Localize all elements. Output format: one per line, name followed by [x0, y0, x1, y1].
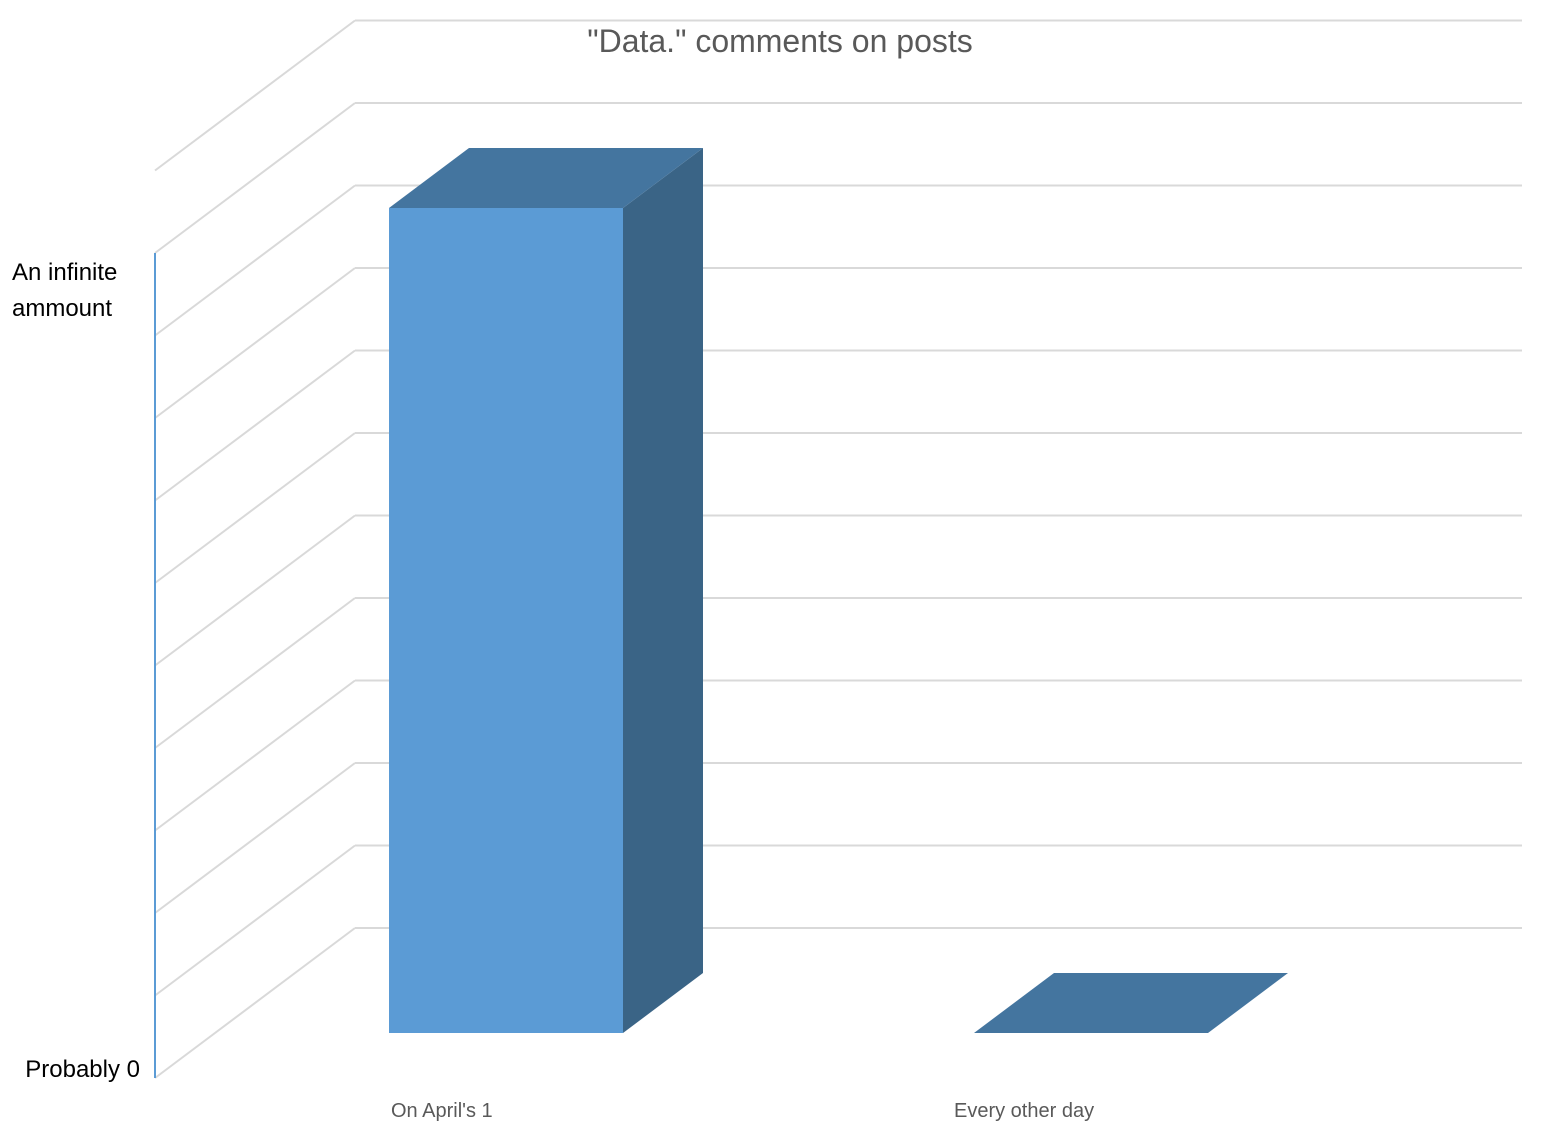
gridline-wall: [154, 349, 356, 502]
gridline-wall: [154, 844, 356, 997]
bar-top: [389, 148, 703, 208]
y-tick-labels: Probably 0 An infinite ammount: [12, 259, 140, 1083]
gridline-wall: [154, 679, 356, 832]
y-tick-label: An infinite ammount: [12, 259, 117, 322]
gridline-wall: [154, 927, 356, 1079]
x-tick-labels: On April's 1 Every other day: [391, 1100, 1094, 1122]
y-tick-label-line: ammount: [12, 295, 112, 322]
bar-side: [623, 148, 703, 1033]
gridline-wall: [154, 514, 356, 667]
gridline-wall: [154, 19, 356, 172]
bar-top: [974, 973, 1288, 1033]
x-tick-label: On April's 1: [391, 1100, 493, 1122]
y-tick-label-line: An infinite: [12, 259, 117, 286]
x-tick-label: Every other day: [954, 1100, 1094, 1122]
gridline-wall: [154, 597, 356, 749]
y-tick-label: Probably 0: [25, 1056, 140, 1083]
gridline-wall: [154, 184, 356, 337]
gridlines: [154, 19, 1522, 1079]
bars: [389, 148, 1288, 1033]
chart-title: "Data." comments on posts: [587, 23, 973, 59]
gridline-wall: [154, 102, 356, 254]
gridline-wall: [154, 267, 356, 419]
bar: [974, 973, 1288, 1033]
y-tick-label-line: Probably 0: [25, 1056, 140, 1083]
gridline-wall: [154, 432, 356, 584]
gridline-wall: [154, 762, 356, 914]
bar-front: [389, 208, 623, 1033]
bar: [389, 148, 703, 1033]
